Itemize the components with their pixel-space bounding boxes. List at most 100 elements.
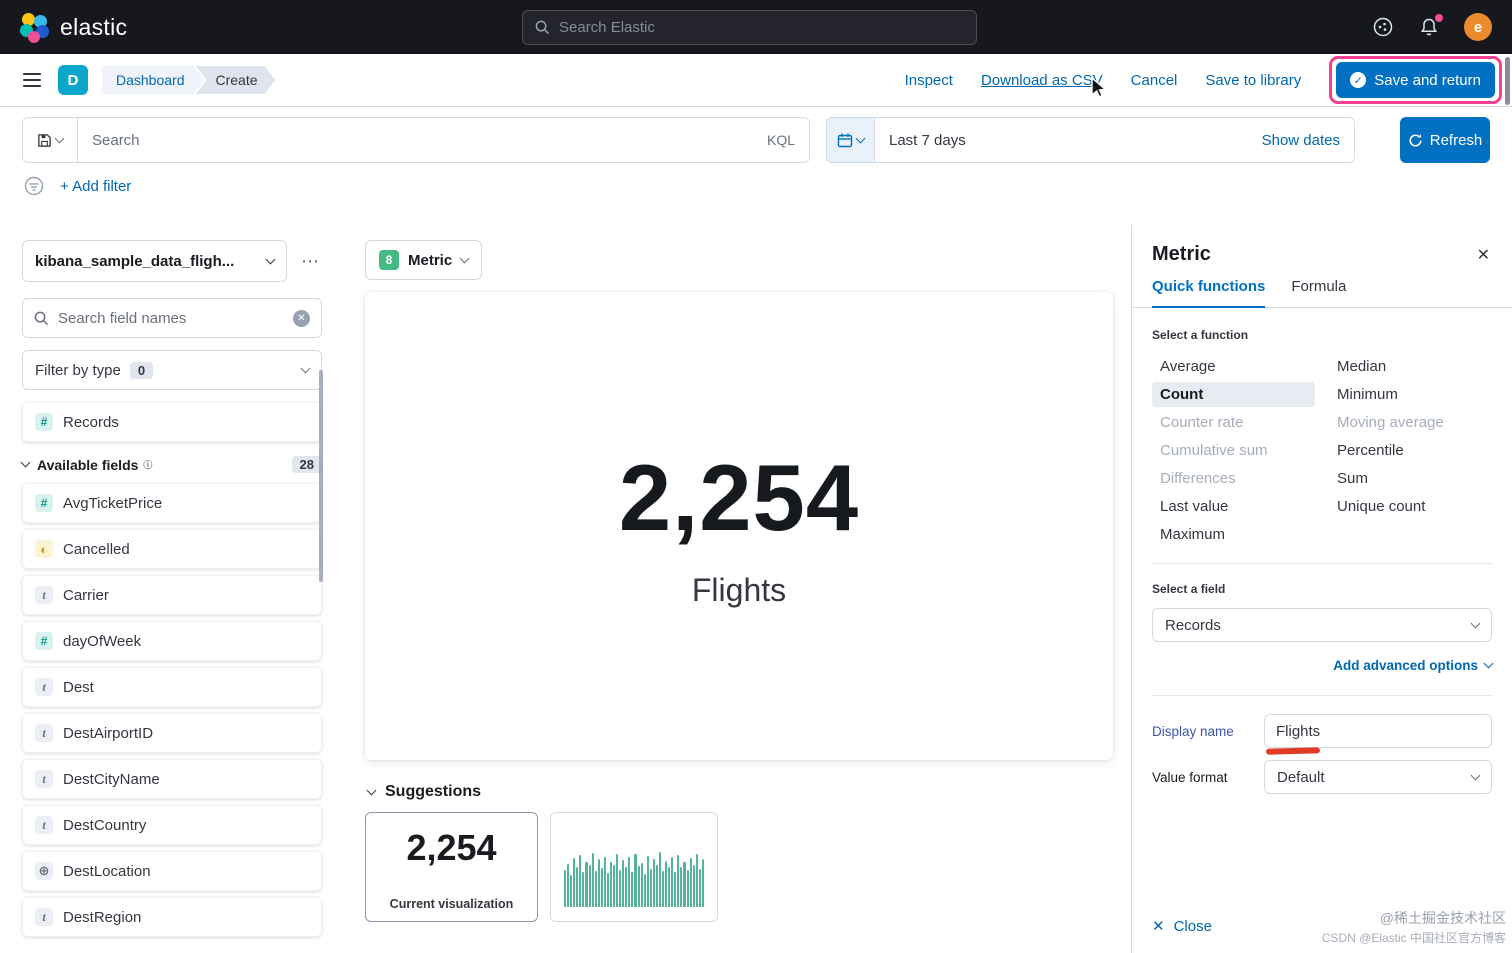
dashboard-app-icon[interactable]: D bbox=[58, 65, 88, 95]
calendar-icon bbox=[837, 133, 853, 148]
function-maximum[interactable]: Maximum bbox=[1160, 526, 1226, 543]
index-options-button[interactable]: ⋯ bbox=[301, 250, 320, 271]
function-minimum[interactable]: Minimum bbox=[1337, 386, 1398, 403]
chevron-down-icon bbox=[1483, 658, 1494, 669]
hamburger-menu-icon[interactable] bbox=[14, 62, 50, 98]
chevron-down-icon bbox=[1470, 618, 1481, 628]
function-sum[interactable]: Sum bbox=[1337, 470, 1368, 487]
histogram-bar bbox=[570, 874, 573, 907]
filter-icon[interactable] bbox=[24, 176, 44, 196]
histogram-bar bbox=[674, 872, 677, 907]
index-pattern-select[interactable]: kibana_sample_data_fligh... bbox=[22, 240, 287, 282]
histogram-bar bbox=[658, 852, 661, 907]
field-search-input[interactable] bbox=[58, 309, 284, 327]
breadcrumb-dashboard[interactable]: Dashboard bbox=[102, 66, 205, 94]
field-item-Dest[interactable]: t Dest bbox=[22, 667, 322, 707]
function-unique-count[interactable]: Unique count bbox=[1337, 498, 1426, 515]
global-search[interactable] bbox=[522, 10, 977, 45]
display-name-input[interactable] bbox=[1264, 714, 1492, 748]
histogram-bar bbox=[665, 860, 668, 907]
mouse-cursor bbox=[1091, 76, 1107, 98]
date-range-value[interactable]: Last 7 days bbox=[889, 131, 966, 149]
field-item-Cancelled[interactable]: ◐ Cancelled bbox=[22, 529, 322, 569]
field-item-DestCountry[interactable]: t DestCountry bbox=[22, 805, 322, 845]
field-item-records[interactable]: # Records bbox=[22, 402, 322, 442]
histogram-bar bbox=[701, 859, 704, 907]
histogram-bar bbox=[625, 866, 628, 907]
calendar-button[interactable] bbox=[827, 118, 875, 162]
tab-quick-functions[interactable]: Quick functions bbox=[1152, 278, 1266, 308]
cancel-button[interactable]: Cancel bbox=[1130, 71, 1178, 89]
histogram-bar bbox=[689, 858, 692, 907]
available-fields-count-badge: 28 bbox=[291, 456, 322, 473]
field-select[interactable]: Records bbox=[1152, 608, 1492, 642]
suggestion-current-visualization[interactable]: 2,254 Current visualization bbox=[365, 812, 538, 922]
tab-formula[interactable]: Formula bbox=[1291, 278, 1347, 295]
notifications-icon[interactable] bbox=[1418, 14, 1443, 38]
chevron-down-icon bbox=[20, 457, 31, 468]
lens-editor-main: kibana_sample_data_fligh... ⋯ ✕ Filter b… bbox=[0, 225, 1512, 953]
close-panel-button[interactable]: ✕ Close bbox=[1152, 917, 1212, 936]
text-type-icon: t bbox=[35, 816, 53, 834]
histogram-bar bbox=[609, 862, 612, 907]
saved-query-menu-button[interactable] bbox=[22, 117, 78, 163]
add-filter-link[interactable]: + Add filter bbox=[60, 177, 132, 195]
kql-search-input[interactable] bbox=[92, 131, 757, 149]
inspect-button[interactable]: Inspect bbox=[904, 71, 953, 89]
function-average[interactable]: Average bbox=[1160, 358, 1216, 375]
select-function-label: Select a function bbox=[1152, 328, 1249, 342]
histogram-bar bbox=[695, 853, 698, 907]
number-type-icon: # bbox=[35, 413, 53, 431]
clear-search-icon[interactable]: ✕ bbox=[293, 309, 310, 327]
show-dates-link[interactable]: Show dates bbox=[1261, 131, 1340, 149]
field-item-Carrier[interactable]: t Carrier bbox=[22, 575, 322, 615]
histogram-bar bbox=[567, 863, 570, 907]
breadcrumb-toolbar: D Dashboard Create Inspect Download as C… bbox=[0, 54, 1512, 107]
breadcrumb: Dashboard Create bbox=[102, 66, 276, 94]
histogram-bar bbox=[597, 859, 600, 907]
function-last-value[interactable]: Last value bbox=[1160, 498, 1229, 515]
suggestions-header[interactable]: Suggestions bbox=[366, 783, 481, 801]
function-percentile[interactable]: Percentile bbox=[1337, 442, 1404, 459]
field-name: DestAirportID bbox=[63, 724, 154, 742]
divider bbox=[1152, 563, 1492, 564]
chevron-down-icon bbox=[366, 785, 377, 795]
histogram-bar bbox=[683, 862, 686, 907]
field-name: dayOfWeek bbox=[63, 632, 142, 650]
field-item-DestAirportID[interactable]: t DestAirportID bbox=[22, 713, 322, 753]
filter-by-type-dropdown[interactable]: Filter by type 0 bbox=[22, 350, 322, 390]
field-item-dayOfWeek[interactable]: # dayOfWeek bbox=[22, 621, 322, 661]
select-field-label: Select a field bbox=[1152, 582, 1226, 596]
field-item-DestCityName[interactable]: t DestCityName bbox=[22, 759, 322, 799]
function-median[interactable]: Median bbox=[1337, 358, 1387, 375]
save-to-library-button[interactable]: Save to library bbox=[1205, 71, 1302, 89]
refresh-button[interactable]: Refresh bbox=[1400, 117, 1490, 163]
field-search[interactable]: ✕ bbox=[22, 298, 322, 338]
function-count[interactable]: Count bbox=[1152, 382, 1315, 407]
global-search-input[interactable] bbox=[559, 19, 964, 36]
close-icon[interactable]: ✕ bbox=[1476, 246, 1490, 264]
kql-search-box[interactable]: KQL bbox=[78, 117, 810, 163]
save-and-return-button[interactable]: ✓ Save and return bbox=[1336, 62, 1495, 98]
kql-label[interactable]: KQL bbox=[766, 132, 795, 148]
histogram-bar bbox=[594, 871, 597, 907]
elastic-brand[interactable]: elastic bbox=[20, 12, 127, 43]
field-item-AvgTicketPrice[interactable]: # AvgTicketPrice bbox=[22, 483, 322, 523]
field-item-DestLocation[interactable]: ⊕ DestLocation bbox=[22, 851, 322, 891]
watermark: @稀土掘金技术社区 CSDN @Elastic 中国社区官方博客 bbox=[1322, 908, 1506, 947]
cloud-deployment-icon[interactable] bbox=[1372, 16, 1394, 38]
chevron-down-icon bbox=[300, 363, 311, 373]
function-col-1: Average Count Counter rate Cumulative sum Di… bbox=[1152, 354, 1315, 547]
user-avatar[interactable]: e bbox=[1464, 13, 1492, 41]
field-item-DestRegion[interactable]: t DestRegion bbox=[22, 897, 322, 937]
available-fields-header[interactable]: Available fields ⓘ 28 bbox=[20, 456, 322, 473]
histogram-bar bbox=[613, 865, 616, 907]
suggestion-bar-chart[interactable] bbox=[550, 812, 718, 922]
chart-type-switcher[interactable]: 8 Metric bbox=[365, 240, 483, 280]
fields-scrollbar[interactable] bbox=[319, 370, 323, 582]
add-advanced-options-link[interactable]: Add advanced options bbox=[1152, 658, 1494, 673]
download-csv-button[interactable]: Download as CSV bbox=[980, 71, 1103, 89]
histogram-bar bbox=[646, 855, 649, 907]
value-format-select[interactable]: Default bbox=[1264, 760, 1492, 794]
page-scrollbar[interactable] bbox=[1505, 57, 1510, 105]
